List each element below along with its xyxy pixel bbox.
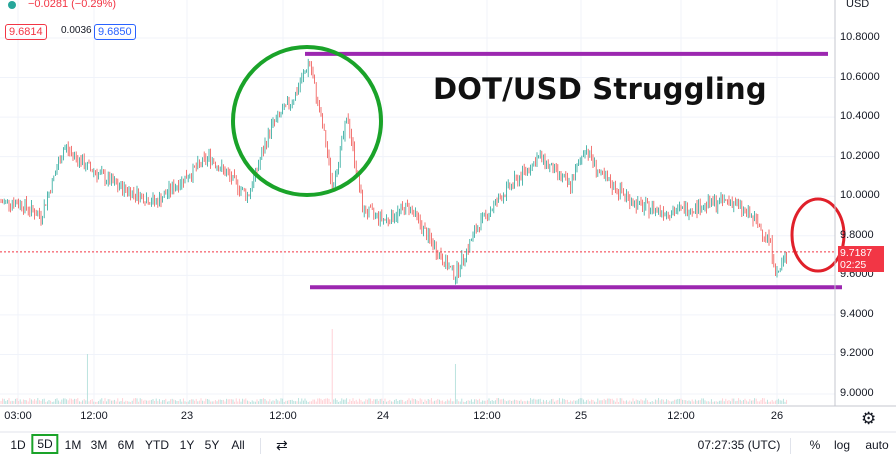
compare-icon[interactable]: ⇄ — [276, 437, 288, 453]
last-price-value: 9.7187 — [840, 247, 873, 259]
x-tick-label: 12:00 — [473, 410, 501, 422]
x-tick-label: 12:00 — [269, 410, 297, 422]
y-tick-label: 9.4000 — [840, 307, 874, 320]
range-button-1m[interactable]: 1M — [64, 438, 82, 452]
x-tick-label: 23 — [180, 410, 194, 422]
range-button-5y[interactable]: 5Y — [204, 438, 220, 452]
y-tick-label: 9.8000 — [840, 228, 874, 241]
auto-toggle[interactable]: auto — [865, 438, 889, 452]
change-text: −0.0281 (−0.29%) — [28, 0, 117, 10]
warning-circle — [790, 197, 846, 273]
y-tick-label: 10.2000 — [840, 149, 880, 162]
utc-time[interactable]: 07:27:35 (UTC) — [697, 438, 781, 452]
x-tick-label: 12:00 — [667, 410, 695, 422]
percent-toggle[interactable]: % — [809, 438, 821, 452]
toolbar-separator — [260, 438, 261, 454]
y-tick-label: 10.6000 — [840, 70, 880, 83]
y-tick-label: 10.4000 — [840, 110, 880, 123]
symbol-dot — [8, 1, 16, 9]
y-tick-label: 10.8000 — [840, 31, 880, 43]
x-tick-label: 24 — [376, 410, 390, 422]
currency-label: USD — [846, 0, 870, 10]
ask-price[interactable]: 9.6850 — [94, 24, 136, 40]
annotation-title: DOT/USD Struggling — [433, 72, 767, 106]
x-tick-label: 03:00 — [4, 410, 32, 422]
bid-price[interactable]: 9.6814 — [5, 24, 47, 40]
toolbar-separator-2 — [790, 438, 791, 454]
chart-grid — [0, 0, 835, 406]
last-price-tag: 9.7187 02:25 — [838, 246, 884, 272]
settings-icon[interactable]: ⚙ — [861, 409, 877, 428]
x-tick-label: 12:00 — [80, 410, 108, 422]
spread-value: 0.0036 — [61, 25, 92, 36]
range-button-5d[interactable]: 5D — [31, 434, 59, 454]
range-button-1d[interactable]: 1D — [10, 438, 26, 452]
range-button-1y[interactable]: 1Y — [179, 438, 195, 452]
range-button-6m[interactable]: 6M — [117, 438, 135, 452]
x-tick-label: 26 — [770, 410, 784, 422]
last-price-countdown: 02:25 — [840, 259, 867, 271]
range-button-all[interactable]: All — [231, 438, 245, 452]
volume-bars — [0, 329, 788, 404]
range-button-ytd[interactable]: YTD — [145, 438, 169, 452]
y-tick-label: 10.0000 — [840, 189, 880, 202]
highlight-circle — [231, 45, 383, 197]
candlestick-series — [0, 58, 787, 285]
y-tick-label: 9.2000 — [840, 347, 874, 360]
range-button-3m[interactable]: 3M — [90, 438, 108, 452]
x-tick-label: 25 — [574, 410, 588, 422]
log-toggle[interactable]: log — [833, 438, 851, 452]
y-tick-label: 9.0000 — [840, 387, 874, 399]
